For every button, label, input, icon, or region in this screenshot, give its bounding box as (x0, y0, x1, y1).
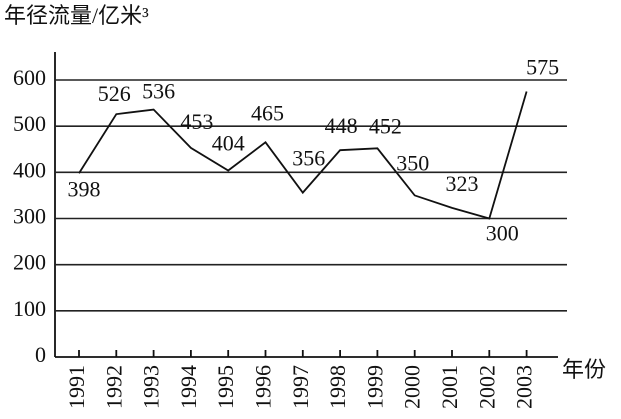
x-tick-label: 1999 (362, 365, 387, 409)
y-tick-label: 300 (13, 204, 46, 229)
x-tick-label: 2000 (400, 365, 425, 409)
data-label: 323 (446, 171, 479, 196)
x-axis-label: 年份 (562, 357, 606, 382)
x-tick-label: 1993 (139, 365, 164, 409)
x-tick-label: 1995 (213, 365, 238, 409)
x-tick-label: 2003 (512, 365, 537, 409)
x-tick-label: 1991 (64, 365, 89, 409)
y-tick-label: 200 (13, 250, 46, 275)
y-tick-label: 600 (13, 65, 46, 90)
y-tick-label: 500 (13, 111, 46, 136)
x-tick-label: 2002 (474, 365, 499, 409)
data-label: 404 (212, 131, 245, 156)
data-label: 453 (180, 109, 213, 134)
y-axis-label: 年径流量/亿米³ (4, 3, 149, 28)
line (78, 91, 528, 220)
y-tick-label: 400 (13, 157, 46, 182)
x-tick-label: 1994 (176, 365, 201, 409)
x-tick-label: 1998 (325, 365, 350, 409)
data-label: 526 (98, 81, 131, 106)
data-label: 448 (325, 113, 358, 138)
data-label: 575 (526, 55, 559, 80)
data-label: 398 (68, 176, 101, 201)
data-label: 356 (292, 146, 325, 171)
data-label: 300 (486, 221, 519, 246)
data-label: 536 (142, 79, 175, 104)
data-label: 452 (369, 113, 402, 138)
x-tick-label: 1996 (251, 365, 276, 409)
x-tick-label: 1997 (288, 365, 313, 409)
data-label: 350 (396, 150, 429, 175)
y-tick-label: 0 (35, 342, 46, 367)
data-label: 465 (251, 100, 284, 125)
y-tick-label: 100 (13, 296, 46, 321)
x-tick-label: 1992 (101, 365, 126, 409)
x-tick-label: 2001 (437, 365, 462, 409)
